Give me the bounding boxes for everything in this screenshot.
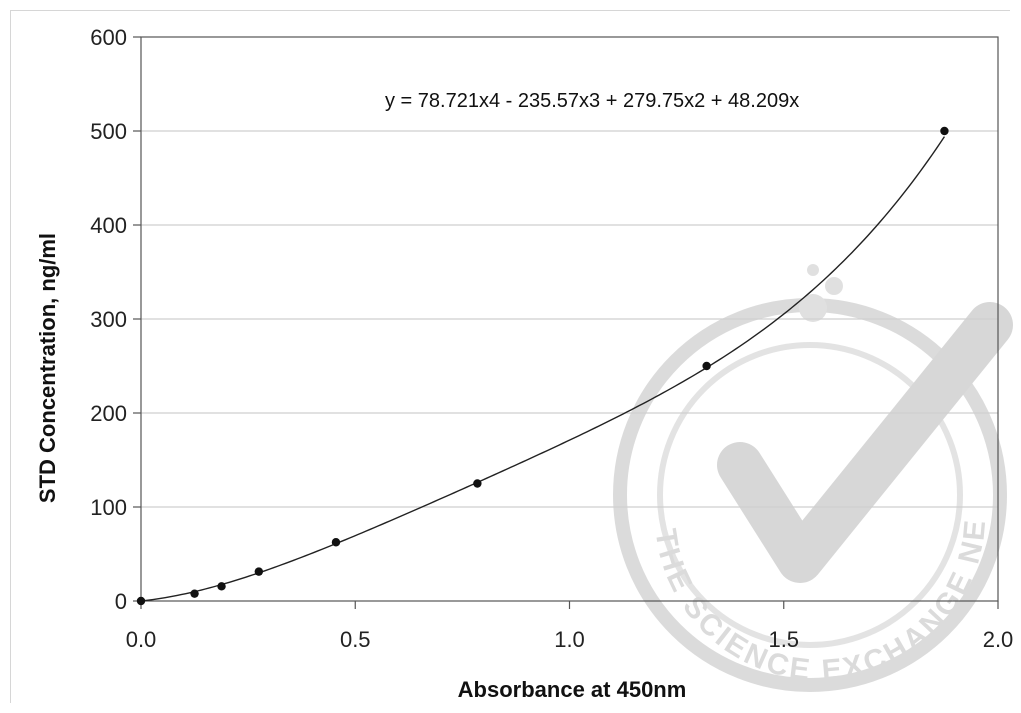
y-tick-label: 0 bbox=[115, 589, 127, 614]
gridlines bbox=[141, 130, 998, 508]
watermark-inner-ring bbox=[657, 342, 963, 648]
x-axis-title: Absorbance at 450nm bbox=[458, 677, 687, 702]
data-point bbox=[940, 126, 949, 136]
y-tick-label: 200 bbox=[90, 401, 127, 426]
y-tick-label: 500 bbox=[90, 119, 127, 144]
data-point bbox=[702, 361, 711, 371]
watermark-ring bbox=[613, 298, 1007, 692]
watermark-bubble bbox=[799, 294, 827, 322]
y-tick-label: 600 bbox=[90, 25, 127, 50]
x-axis: 0.0 0.5 1.0 1.5 2.0 bbox=[126, 601, 1014, 652]
x-tick-label: 2.0 bbox=[983, 627, 1014, 652]
chart-frame bbox=[10, 10, 1010, 703]
y-tick-label: 400 bbox=[90, 213, 127, 238]
data-points bbox=[136, 126, 949, 606]
x-tick-label: 1.0 bbox=[554, 627, 585, 652]
watermark-bubble bbox=[825, 277, 843, 295]
x-tick-label: 1.5 bbox=[768, 627, 799, 652]
data-point bbox=[254, 567, 264, 576]
data-point bbox=[190, 589, 199, 598]
data-point bbox=[331, 538, 341, 547]
data-point bbox=[217, 582, 226, 591]
checkmark-flask-icon bbox=[717, 302, 1013, 583]
y-tick-label: 100 bbox=[90, 495, 127, 520]
trendline-equation: y = 78.721x4 - 235.57x3 + 279.75x2 + 48.… bbox=[385, 90, 799, 112]
x-tick-label: 0.5 bbox=[340, 627, 371, 652]
y-axis-title: STD Concentration, ng/ml bbox=[35, 233, 60, 503]
y-axis: 0 100 200 300 400 500 600 bbox=[90, 25, 141, 614]
x-tick-label: 0.0 bbox=[126, 627, 157, 652]
watermark-bubble bbox=[807, 264, 819, 276]
data-point bbox=[136, 596, 146, 606]
y-tick-label: 300 bbox=[90, 307, 127, 332]
trendline-curve bbox=[140, 136, 946, 602]
data-point bbox=[473, 479, 482, 488]
